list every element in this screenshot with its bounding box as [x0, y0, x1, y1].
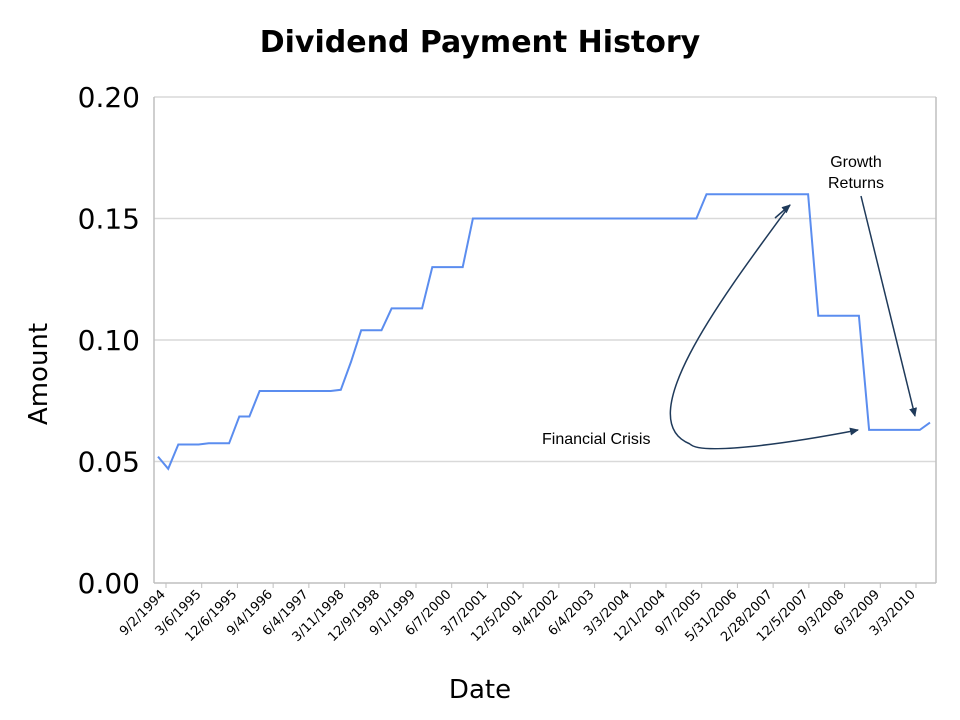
y-tick-label: 0.20: [78, 81, 140, 114]
annotation-arrow-crisis-trough: [689, 427, 859, 450]
annotation-financial-crisis: Financial Crisis: [542, 431, 650, 448]
chart-title: Dividend Payment History: [260, 25, 701, 60]
y-axis-ticks: 0.00 0.05 0.10 0.15 0.20: [78, 81, 140, 600]
annotation-growth-line-1: Growth: [830, 154, 882, 171]
y-tick-label: 0.15: [78, 203, 140, 236]
series-line: [157, 193, 931, 471]
annotation-arrow-growth: [860, 195, 917, 417]
y-tick-label: 0.05: [78, 446, 140, 479]
annotation-growth-line-2: Returns: [828, 175, 884, 192]
gridlines: [154, 96, 936, 463]
annotation-arrow-crisis-peak-head: [774, 204, 791, 219]
y-axis-label: Amount: [24, 323, 54, 425]
y-tick-label: 0.10: [78, 324, 140, 357]
annotation-arrow-crisis-peak: [669, 204, 791, 445]
y-tick-label: 0.00: [78, 567, 140, 600]
x-axis-label: Date: [449, 675, 511, 705]
x-axis-ticks: 9/2/19943/6/199512/6/19959/4/19966/4/199…: [117, 583, 919, 645]
